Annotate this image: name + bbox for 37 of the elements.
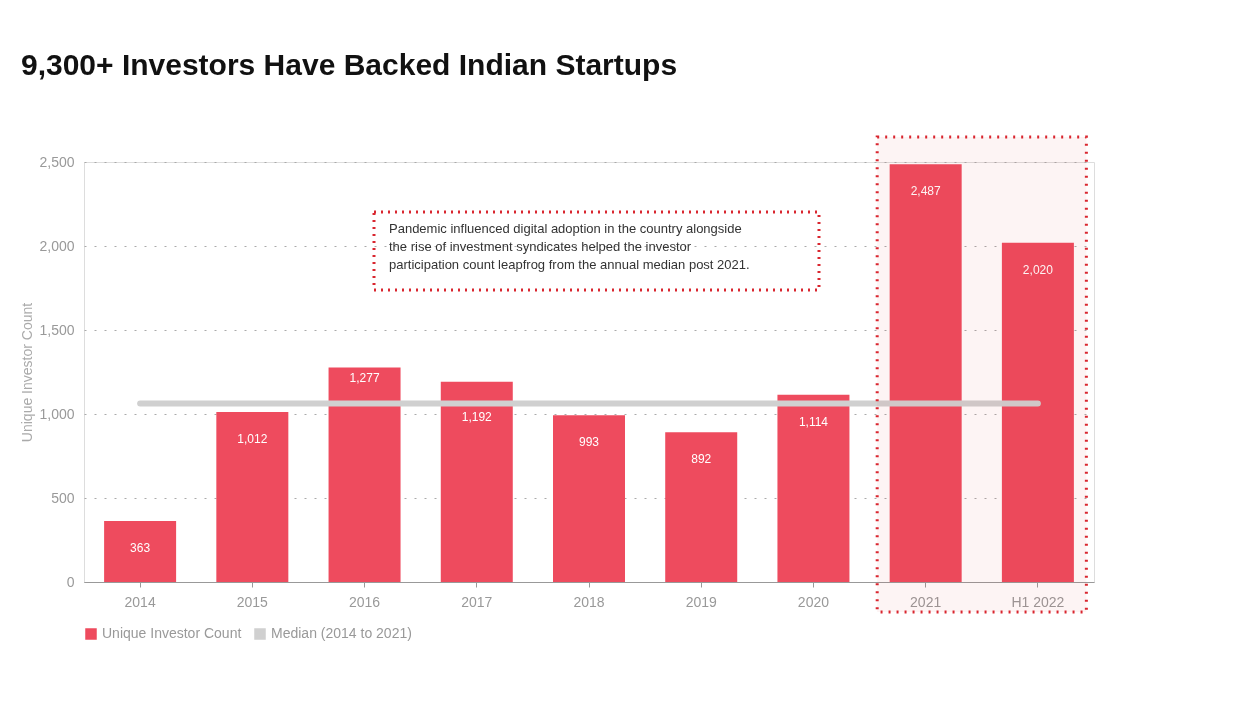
y-axis-title: Unique Investor Count xyxy=(19,302,36,443)
y-tick-label: 1,500 xyxy=(39,321,75,338)
y-tick-label: 0 xyxy=(66,573,75,590)
bar xyxy=(777,394,850,582)
x-tick-label: H1 2022 xyxy=(1011,593,1065,610)
data-label: 1,277 xyxy=(349,371,380,386)
annotation: Pandemic influenced digital adoption in the country alongside the rise of investment syndicates helped the investor participation count leapfrog from the annual median post 2021. xyxy=(389,221,750,272)
x-tick-label: 2016 xyxy=(348,593,381,610)
x-tick-label: 2014 xyxy=(124,593,156,610)
bar xyxy=(328,367,401,582)
data-label: 993 xyxy=(578,435,600,450)
y-tick-label: 2,500 xyxy=(39,153,75,170)
bar xyxy=(1001,242,1074,582)
bar xyxy=(216,411,289,582)
bar xyxy=(553,415,625,582)
data-label: 1,012 xyxy=(237,431,268,446)
data-label: 1,192 xyxy=(461,409,493,424)
legend-label: Median (2014 to 2021) xyxy=(271,625,412,641)
y-tick-label: 500 xyxy=(51,489,75,506)
x-tick-label: 2015 xyxy=(236,593,269,610)
bar xyxy=(665,432,738,582)
x-tick-label: 2020 xyxy=(797,593,830,610)
bar xyxy=(440,381,513,582)
x-tick-label: 2017 xyxy=(461,593,493,610)
legend-label: Unique Investor Count xyxy=(102,625,242,641)
data-label: 1,114 xyxy=(798,414,829,429)
x-tick-label: 2018 xyxy=(573,593,605,610)
chart-title: 9,300+ Investors Have Backed Indian Startups xyxy=(20,47,678,81)
x-tick-label: 2021 xyxy=(910,593,942,610)
bar xyxy=(104,521,177,582)
data-label: 2,020 xyxy=(1022,262,1054,277)
y-tick-label: 1,000 xyxy=(39,405,75,422)
data-label: 892 xyxy=(691,452,712,467)
y-tick-label: 2,000 xyxy=(39,237,75,254)
data-label: 2,487 xyxy=(910,184,942,199)
data-label: 363 xyxy=(130,541,151,556)
x-tick-label: 2019 xyxy=(685,593,717,610)
